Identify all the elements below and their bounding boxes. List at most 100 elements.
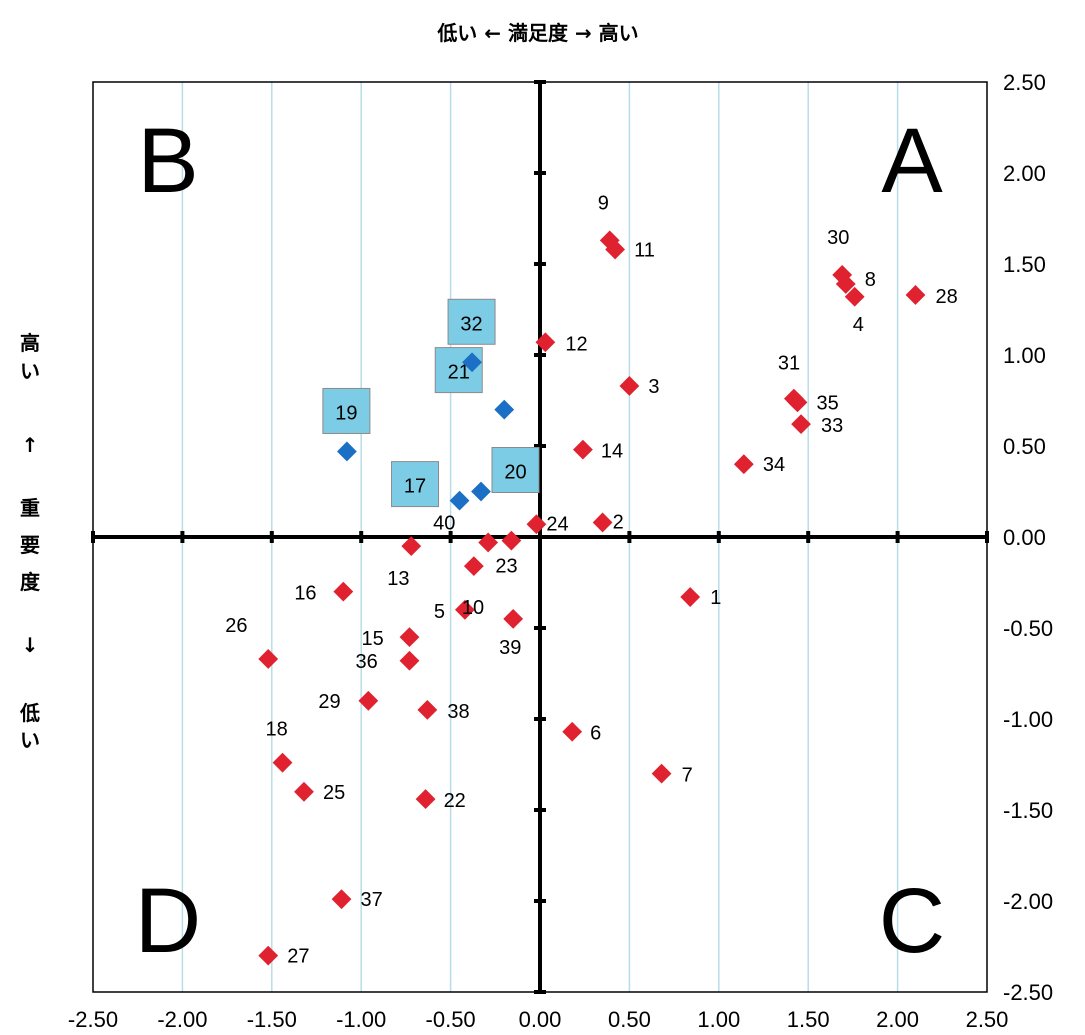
point-label: 34 xyxy=(763,454,785,476)
point-label: 26 xyxy=(225,615,247,637)
point-label: 2 xyxy=(613,511,624,533)
data-point xyxy=(680,587,701,607)
y-tick-label: 2.00 xyxy=(1003,161,1046,186)
point-label: 30 xyxy=(827,227,849,249)
x-tick-label: 0.00 xyxy=(519,1007,562,1032)
point-label: 24 xyxy=(546,513,568,535)
y-axis-title-char: 高 xyxy=(20,331,40,355)
point-label: 27 xyxy=(287,946,309,968)
data-point xyxy=(844,286,865,307)
point-label-box xyxy=(447,298,496,345)
y-tick-label: 0.00 xyxy=(1003,525,1046,550)
data-point xyxy=(562,721,583,742)
y-tick-label: 2.50 xyxy=(1003,70,1046,95)
x-tick-labels: -2.50 -2.00 -1.50 -1.00 -0.50 0.00 0.50 1.00 1.5… xyxy=(68,1007,1008,1032)
y-axis-title-char: ↑ xyxy=(22,433,39,457)
data-point xyxy=(258,649,279,669)
y-tick-label: -1.00 xyxy=(1003,707,1053,732)
point-label: 14 xyxy=(601,441,623,463)
data-point xyxy=(417,700,438,720)
point-label-box xyxy=(322,387,371,434)
point-label: 31 xyxy=(778,353,800,375)
data-point xyxy=(449,490,470,511)
data-point xyxy=(462,352,482,373)
y-tick-label: -0.50 xyxy=(1003,616,1053,641)
point-label: 9 xyxy=(598,192,609,214)
y-tick-label: 1.00 xyxy=(1003,343,1046,368)
data-point xyxy=(471,481,491,502)
y-axis-title-char: 重 xyxy=(20,496,40,520)
point-label: 11 xyxy=(634,239,655,261)
y-axis-title-char: い xyxy=(20,359,40,383)
y-axis-title-char: ↓ xyxy=(22,633,39,657)
data-point xyxy=(258,945,279,966)
quadrant-label-a: A xyxy=(881,110,943,212)
data-points: 1234567891011121314151617181920212223242… xyxy=(225,192,958,967)
point-label: 12 xyxy=(565,333,587,355)
data-point xyxy=(399,627,420,647)
point-label: 33 xyxy=(821,415,843,437)
data-point xyxy=(336,441,357,462)
point-label-box xyxy=(491,447,540,493)
quadrant-labels: B A D C xyxy=(135,110,945,972)
point-label: 13 xyxy=(387,568,409,590)
point-label: 4 xyxy=(853,314,864,336)
point-label: 25 xyxy=(323,782,345,804)
x-tick-label: 1.00 xyxy=(697,1007,740,1032)
data-point xyxy=(331,889,352,910)
data-point xyxy=(592,512,613,533)
y-tick-label: -2.00 xyxy=(1003,889,1053,914)
point-label: 23 xyxy=(495,556,517,578)
point-label: 6 xyxy=(590,723,601,745)
data-point xyxy=(401,536,422,556)
axes xyxy=(91,80,989,994)
data-point xyxy=(494,399,515,420)
y-axis-title-char: 要 xyxy=(20,533,40,557)
y-tick-labels: 2.50 2.00 1.50 1.00 0.50 0.00 -0.50 -1.00 -1.50 -… xyxy=(1003,70,1053,1005)
y-tick-label: 1.50 xyxy=(1003,252,1046,277)
point-label: 39 xyxy=(499,637,521,659)
data-point xyxy=(619,376,640,396)
point-label: 21 xyxy=(448,362,470,384)
chart-title: 低い ← 満足度 → 高い xyxy=(436,21,638,45)
y-axis-title-char: 低 xyxy=(19,701,40,725)
point-label: 15 xyxy=(361,628,383,650)
data-point xyxy=(455,599,475,620)
y-axis-title-char: い xyxy=(20,728,40,752)
point-label: 5 xyxy=(434,601,445,623)
data-point xyxy=(399,650,420,671)
data-point xyxy=(905,285,926,305)
point-label: 40 xyxy=(433,512,455,534)
y-axis-title: 高い↑重要度↓低い xyxy=(19,331,41,752)
data-point xyxy=(535,332,556,353)
point-label: 8 xyxy=(865,269,876,291)
point-label: 17 xyxy=(404,476,426,498)
point-label: 3 xyxy=(648,376,659,398)
point-label-box xyxy=(391,461,440,508)
point-label: 28 xyxy=(935,286,957,308)
x-tick-label: -1.00 xyxy=(336,1007,386,1032)
x-tick-label: 2.50 xyxy=(966,1007,1009,1032)
data-point xyxy=(832,265,853,285)
point-label: 35 xyxy=(816,392,838,414)
y-axis-title-char: 度 xyxy=(20,570,41,594)
point-label: 36 xyxy=(355,651,377,673)
quadrant-label-d: D xyxy=(135,870,201,972)
point-label: 10 xyxy=(462,597,484,619)
data-point xyxy=(573,439,593,460)
data-point xyxy=(415,789,436,809)
x-tick-label: -2.00 xyxy=(157,1007,207,1032)
data-point xyxy=(358,690,379,711)
x-tick-label: -1.50 xyxy=(247,1007,297,1032)
point-label: 37 xyxy=(361,889,383,911)
point-label: 22 xyxy=(444,790,466,812)
point-label: 1 xyxy=(710,587,721,609)
x-tick-label: 1.50 xyxy=(787,1007,830,1032)
point-label: 16 xyxy=(294,583,316,605)
x-tick-label: 0.50 xyxy=(608,1007,651,1032)
x-tick-label: -2.50 xyxy=(68,1007,118,1032)
data-point xyxy=(463,556,484,577)
quadrant-label-b: B xyxy=(137,110,198,212)
data-point xyxy=(791,414,811,435)
